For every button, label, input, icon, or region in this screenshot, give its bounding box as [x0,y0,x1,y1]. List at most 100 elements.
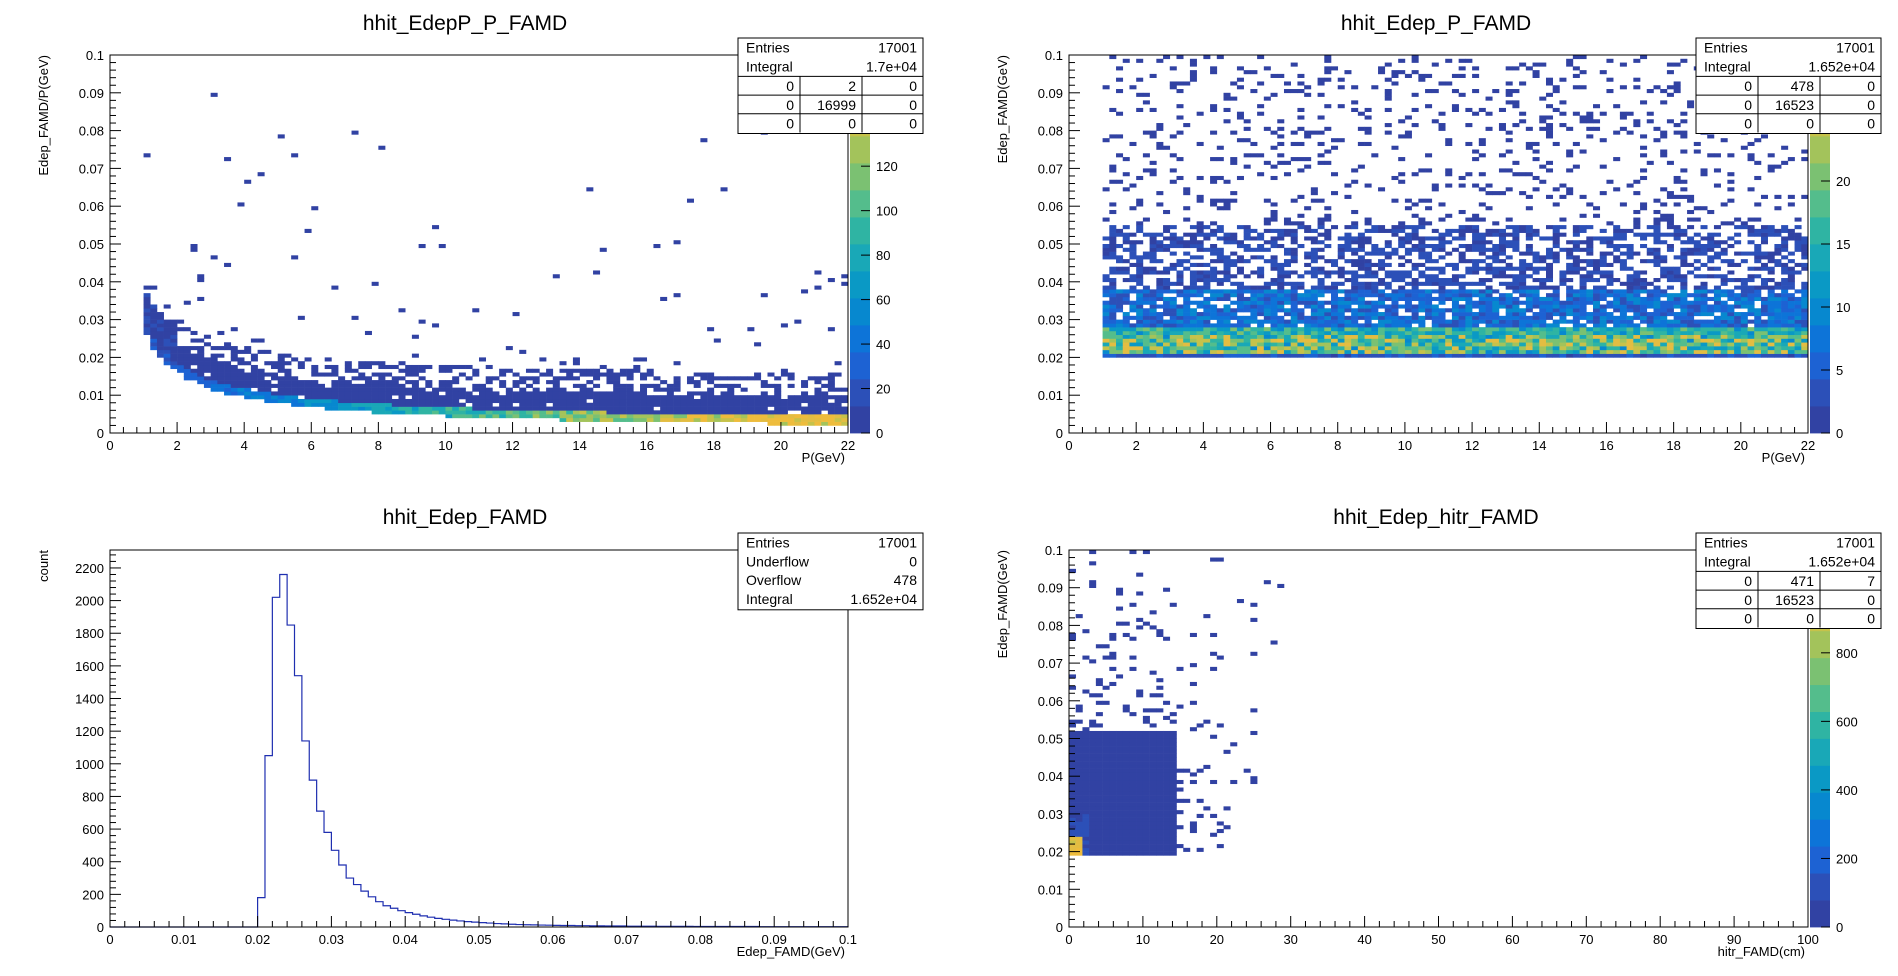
heatmap-cell [633,398,641,404]
heatmap-cell [1532,266,1540,271]
heatmap-cell [1331,145,1339,150]
heatmap-cell [1693,141,1701,147]
heatmap-cell [418,376,426,381]
heatmap-cell [1579,334,1587,339]
heatmap-cell [1666,85,1674,90]
heatmap-cell [230,357,238,362]
heatmap-cell [827,327,835,332]
heatmap-cell [277,383,285,388]
heatmap-cell [1606,262,1614,267]
heatmap-cell [1364,107,1372,112]
heatmap-cell [1700,334,1708,339]
heatmap-cell [707,417,715,422]
heatmap-cell [1331,319,1339,324]
heatmap-cell [1774,259,1782,264]
heatmap-cell [1519,278,1527,283]
heatmap-cell [546,410,554,415]
heatmap-cell [1519,330,1527,336]
heatmap-cell [237,357,245,362]
heatmap-cell [156,349,164,354]
heatmap-cell [163,349,171,354]
heatmap-cell [1250,308,1258,313]
heatmap-cell [1700,285,1708,290]
heatmap-cell [599,406,607,411]
heatmap-cell [1465,266,1473,271]
heatmap-cell [1176,270,1184,275]
heatmap-cell [1754,160,1762,165]
heatmap-cell [351,383,359,388]
heatmap-cell [1351,221,1359,226]
heatmap-cell [445,368,453,373]
heatmap-cell [224,383,232,388]
heatmap-cell [653,244,661,249]
heatmap-cell [170,330,178,336]
heatmap-cell [1411,92,1419,97]
heatmap-cell [1720,312,1728,317]
heatmap-cell [552,383,560,388]
heatmap-cell [1707,319,1715,324]
heatmap-cell [707,406,715,411]
heatmap-cell [1304,334,1312,339]
heatmap-cell [801,398,809,404]
heatmap-cell [1163,342,1171,347]
heatmap-cell [311,372,319,377]
heatmap-cell [1136,312,1144,317]
heatmap-cell [1727,153,1735,158]
heatmap-cell [606,406,614,411]
heatmap-cell [1572,293,1580,298]
x-tick-label: 0.05 [466,932,491,947]
heatmap-cell [1707,346,1715,351]
heatmap-cell [1310,130,1318,135]
heatmap-cell [1586,334,1594,339]
heatmap-cell [1680,262,1688,267]
heatmap-cell [1606,89,1614,94]
heatmap-cell [458,391,466,396]
heatmap-cell [1156,327,1164,332]
heatmap-cell [1176,55,1184,60]
heatmap-cell [411,406,419,411]
heatmap-cell [1660,202,1668,207]
heatmap-cell [398,368,406,373]
heatmap-cell [673,395,681,400]
heatmap-cell [1626,342,1634,347]
heatmap-cell [425,383,433,388]
heatmap-cell [733,414,741,419]
heatmap-cell [1801,281,1809,286]
heatmap-cell [1371,327,1379,332]
heatmap-cell [1445,58,1453,63]
heatmap-cell [1243,244,1251,249]
heatmap-cell [1687,104,1695,109]
heatmap-cell [1485,300,1493,305]
heatmap-cell [1142,168,1150,173]
heatmap-cell [405,406,413,411]
heatmap-cell [1485,191,1493,196]
heatmap-cell [1458,281,1466,286]
heatmap-cell [1384,327,1392,332]
heatmap-cell [1512,296,1520,301]
heatmap-cell [1163,209,1171,215]
heatmap-cell [1660,304,1668,309]
heatmap-cell [1512,247,1520,252]
heatmap-cell [1687,236,1695,241]
heatmap-cell [1270,262,1278,267]
heatmap-cell [250,364,258,370]
heatmap-cell [1747,228,1755,233]
heatmap-cell [1539,315,1547,320]
heatmap-cell [1680,232,1688,237]
heatmap-cell [1640,134,1648,139]
heatmap-cell [1263,312,1271,317]
heatmap-cell [525,395,533,400]
heatmap-cell [834,417,842,422]
heatmap-cell [1331,259,1339,264]
heatmap-cell [1371,342,1379,347]
x-tick-label: 0.02 [245,932,270,947]
heatmap-cell [1754,266,1762,271]
heatmap-cell [472,387,480,392]
heatmap-cell [1492,244,1500,249]
heatmap-cell [1754,202,1762,207]
heatmap-cell [1747,330,1755,336]
heatmap-cell [277,364,285,370]
heatmap-cell [1176,262,1184,267]
heatmap-cell [432,402,440,407]
heatmap-cell [1136,334,1144,339]
